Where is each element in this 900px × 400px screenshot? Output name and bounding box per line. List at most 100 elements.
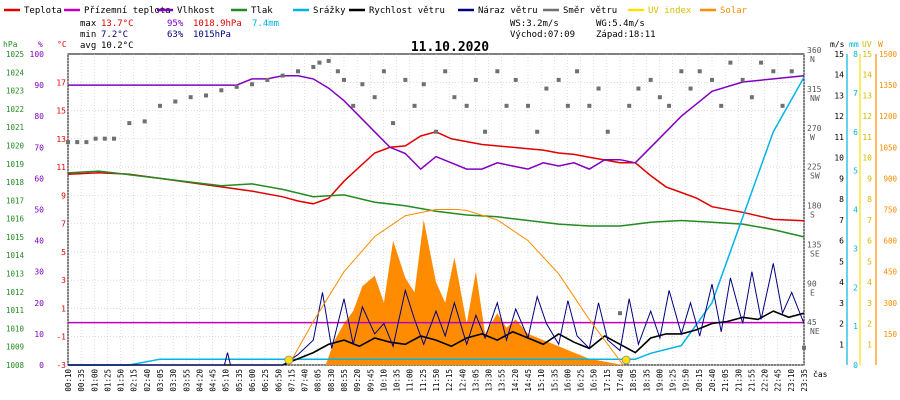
wind-direction-point bbox=[219, 88, 224, 93]
wind-direction-point bbox=[142, 119, 147, 124]
wind-tick-label: 2 bbox=[839, 320, 844, 329]
wind-direction-point bbox=[127, 121, 132, 126]
humidity-tick-label: 70 bbox=[34, 143, 44, 152]
x-tick-label: 03:05 bbox=[156, 369, 165, 392]
temperature-tick-label: 11 bbox=[56, 163, 66, 172]
pressure-tick-label: 1019 bbox=[6, 160, 24, 169]
x-tick-label: 12:40 bbox=[458, 369, 467, 392]
x-tick-label: 20:15 bbox=[695, 369, 704, 392]
chart-title: 11.10.2020 bbox=[411, 40, 489, 55]
x-tick-label: 00:10 bbox=[64, 369, 73, 392]
direction-tick-label: 45 NE bbox=[807, 318, 820, 336]
wind-direction-point bbox=[526, 103, 530, 108]
wind-direction-point bbox=[535, 129, 540, 134]
wind-tick-label: 14 bbox=[834, 71, 844, 80]
wind-direction-point bbox=[342, 77, 346, 82]
stats-max-label: max bbox=[80, 19, 97, 29]
x-tick-label: 15:10 bbox=[537, 369, 546, 392]
wind-direction-point bbox=[381, 69, 386, 74]
wind-tick-label: 10 bbox=[834, 154, 844, 163]
wind-direction-point bbox=[556, 77, 561, 82]
wind-direction-point bbox=[421, 82, 426, 87]
series-line-teplota bbox=[67, 131, 805, 222]
x-tick-label: 22:20 bbox=[761, 369, 770, 392]
temperature-axis-label: °C bbox=[57, 40, 67, 49]
legend: Teplota Přízemní teplota Vlhkost Tlak Srážky… bbox=[4, 6, 748, 16]
x-tick-label: 21:30 bbox=[734, 369, 743, 392]
stats-block: max 13.7°C 95% 1018.9hPa 7.4mm min 7.2°C… bbox=[80, 19, 656, 51]
x-tick-label: 08:05 bbox=[314, 369, 323, 392]
direction-tick-label: 180 S bbox=[807, 202, 822, 220]
wind-tick-label: 6 bbox=[839, 237, 844, 246]
wind-tick-label: 3 bbox=[839, 299, 844, 308]
wind-direction-point bbox=[443, 69, 448, 74]
x-tick-label: 09:20 bbox=[353, 369, 362, 392]
pressure-tick-label: 1013 bbox=[6, 270, 24, 279]
x-tick-label: 16:00 bbox=[563, 369, 572, 392]
series-line-n-raz-v-tru bbox=[68, 263, 805, 366]
solar-tick-label: 750 bbox=[883, 206, 897, 215]
x-tick-label: 18:05 bbox=[629, 369, 638, 392]
x-tick-label: 01:00 bbox=[90, 369, 99, 392]
uv-tick-label: 13 bbox=[862, 91, 872, 100]
solar-axis-label: W bbox=[878, 40, 883, 49]
wind-direction-point bbox=[112, 136, 116, 141]
legend-label: Tlak bbox=[251, 6, 273, 16]
temperature-tick-label: 15 bbox=[56, 107, 66, 116]
x-tick-label: 05:35 bbox=[235, 369, 244, 392]
uv-axis-label: UV bbox=[862, 40, 872, 49]
x-tick-label: 00:35 bbox=[77, 369, 86, 392]
humidity-tick-label: 100 bbox=[30, 50, 45, 59]
wind-tick-label: 15 bbox=[834, 50, 844, 59]
legend-label: Směr větru bbox=[563, 6, 617, 16]
wind-direction-point bbox=[188, 95, 193, 100]
x-tick-label: 03:55 bbox=[182, 369, 191, 392]
wind-direction-point bbox=[473, 77, 478, 82]
solar-tick-label: 900 bbox=[883, 174, 897, 183]
solar-tick-label: 1350 bbox=[879, 81, 898, 90]
wind-direction-point bbox=[335, 69, 340, 74]
pressure-tick-label: 1023 bbox=[6, 87, 24, 96]
pressure-tick-label: 1021 bbox=[6, 123, 24, 132]
wind-direction-point bbox=[575, 69, 580, 74]
pressure-tick-label: 1014 bbox=[6, 251, 25, 260]
humidity-tick-label: 50 bbox=[34, 206, 44, 215]
wind-direction-point bbox=[648, 77, 653, 82]
humidity-tick-label: 10 bbox=[34, 330, 44, 339]
x-tick-label: 14:45 bbox=[524, 369, 533, 392]
pressure-tick-label: 1024 bbox=[6, 68, 25, 77]
rain-tick-label: 3 bbox=[853, 244, 858, 253]
wind-direction-point bbox=[657, 95, 662, 100]
stats-avg-temp: 10.2°C bbox=[101, 41, 134, 51]
wind-direction-point bbox=[697, 69, 702, 74]
x-tick-label: 19:50 bbox=[682, 369, 691, 392]
wind-direction-point bbox=[102, 136, 107, 141]
temperature-tick-label: 13 bbox=[56, 135, 66, 144]
wind-tick-label: 8 bbox=[839, 195, 844, 204]
x-tick-label: 17:40 bbox=[616, 369, 625, 392]
x-tick-label: 22:45 bbox=[774, 369, 783, 392]
legend-label: Náraz větru bbox=[478, 6, 538, 16]
pressure-tick-label: 1017 bbox=[6, 196, 24, 205]
series-line-solar-max bbox=[288, 209, 624, 366]
wind-direction-point bbox=[173, 99, 178, 104]
wind-axis-label: m/s bbox=[830, 40, 845, 49]
wind-direction-point bbox=[587, 103, 592, 108]
humidity-tick-label: 60 bbox=[34, 174, 44, 183]
stats-sunset: Západ:18:11 bbox=[596, 30, 656, 40]
x-tick-label: 07:15 bbox=[287, 369, 296, 392]
wind-direction-point bbox=[679, 69, 684, 74]
solar-tick-label: 1200 bbox=[879, 112, 898, 121]
stats-max-rain: 7.4mm bbox=[252, 19, 279, 29]
wind-direction-point bbox=[740, 77, 745, 82]
x-tick-label: 06:50 bbox=[274, 369, 283, 392]
wind-direction-point bbox=[391, 121, 396, 126]
uv-tick-label: 15 bbox=[862, 50, 872, 59]
wind-direction-point bbox=[719, 103, 724, 108]
uv-tick-label: 10 bbox=[862, 154, 872, 163]
x-tick-label: 13:05 bbox=[471, 369, 480, 392]
wind-direction-point bbox=[372, 95, 377, 100]
wind-direction-point bbox=[250, 82, 254, 87]
stats-max-temp: 13.7°C bbox=[101, 19, 134, 29]
uv-tick-label: 14 bbox=[862, 71, 872, 80]
